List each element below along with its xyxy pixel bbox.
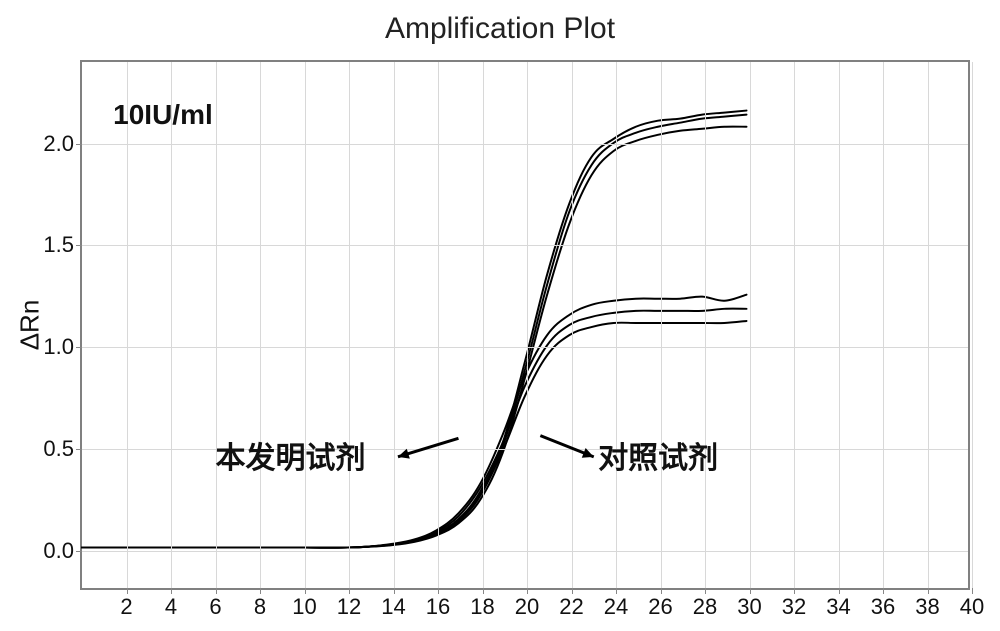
xtick-label: 36 (871, 588, 895, 620)
y-axis-label: ΔRn (15, 300, 46, 351)
ytick-label: 0.5 (43, 436, 82, 462)
xtick-label: 32 (782, 588, 806, 620)
gridline-vertical (972, 62, 974, 588)
xtick-label: 4 (165, 588, 177, 620)
ytick-label: 1.0 (43, 334, 82, 360)
xtick-label: 10 (292, 588, 316, 620)
xtick-label: 28 (693, 588, 717, 620)
chart-title: Amplification Plot (0, 12, 1000, 46)
ytick-label: 2.0 (43, 131, 82, 157)
chart-container: Amplification Plot ΔRn 0.00.51.01.52.024… (0, 0, 1000, 631)
ytick-label: 0.0 (43, 538, 82, 564)
xtick-label: 30 (737, 588, 761, 620)
xtick-label: 24 (604, 588, 628, 620)
xtick-label: 20 (515, 588, 539, 620)
xtick-label: 26 (648, 588, 672, 620)
xtick-label: 40 (960, 588, 984, 620)
xtick-label: 18 (470, 588, 494, 620)
xtick-label: 12 (337, 588, 361, 620)
xtick-label: 2 (120, 588, 132, 620)
xtick-label: 16 (426, 588, 450, 620)
plot-area: 0.00.51.01.52.02468101214161820222426283… (80, 60, 970, 590)
xtick-label: 22 (559, 588, 583, 620)
xtick-label: 8 (254, 588, 266, 620)
xtick-label: 6 (209, 588, 221, 620)
ytick-label: 1.5 (43, 232, 82, 258)
xtick-label: 34 (826, 588, 850, 620)
xtick-label: 14 (381, 588, 405, 620)
xtick-label: 38 (915, 588, 939, 620)
annotation-control-arrow (82, 62, 972, 592)
